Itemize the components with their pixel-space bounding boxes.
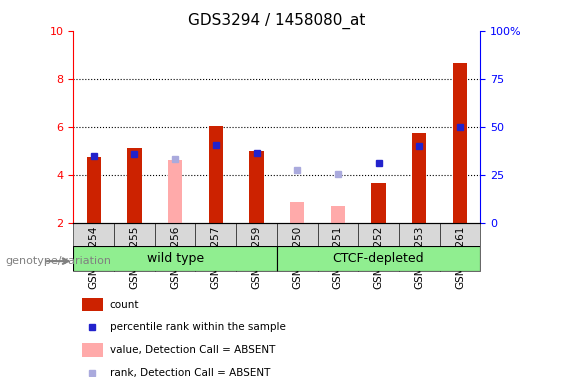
Text: wild type: wild type xyxy=(146,252,204,265)
Text: genotype/variation: genotype/variation xyxy=(6,256,112,266)
FancyBboxPatch shape xyxy=(155,223,195,271)
FancyBboxPatch shape xyxy=(277,223,318,271)
FancyBboxPatch shape xyxy=(440,223,480,271)
Bar xyxy=(208,126,223,223)
Bar xyxy=(249,151,264,223)
Title: GDS3294 / 1458080_at: GDS3294 / 1458080_at xyxy=(188,13,366,29)
FancyBboxPatch shape xyxy=(195,223,236,271)
Text: CTCF-depleted: CTCF-depleted xyxy=(333,252,424,265)
Bar xyxy=(371,183,386,223)
FancyBboxPatch shape xyxy=(358,223,399,271)
Text: percentile rank within the sample: percentile rank within the sample xyxy=(110,322,285,332)
Text: count: count xyxy=(110,300,139,310)
Bar xyxy=(127,148,142,223)
FancyBboxPatch shape xyxy=(236,223,277,271)
Text: value, Detection Call = ABSENT: value, Detection Call = ABSENT xyxy=(110,345,275,355)
Bar xyxy=(82,343,103,357)
FancyBboxPatch shape xyxy=(73,246,277,271)
FancyBboxPatch shape xyxy=(73,223,114,271)
Bar xyxy=(331,206,345,223)
FancyBboxPatch shape xyxy=(399,223,440,271)
FancyBboxPatch shape xyxy=(277,246,480,271)
Bar xyxy=(82,298,103,311)
Bar xyxy=(168,161,182,223)
Bar xyxy=(412,133,427,223)
Text: rank, Detection Call = ABSENT: rank, Detection Call = ABSENT xyxy=(110,368,270,378)
FancyBboxPatch shape xyxy=(318,223,358,271)
Bar xyxy=(86,157,101,223)
FancyBboxPatch shape xyxy=(114,223,155,271)
Bar xyxy=(290,202,305,223)
Bar xyxy=(453,63,467,223)
